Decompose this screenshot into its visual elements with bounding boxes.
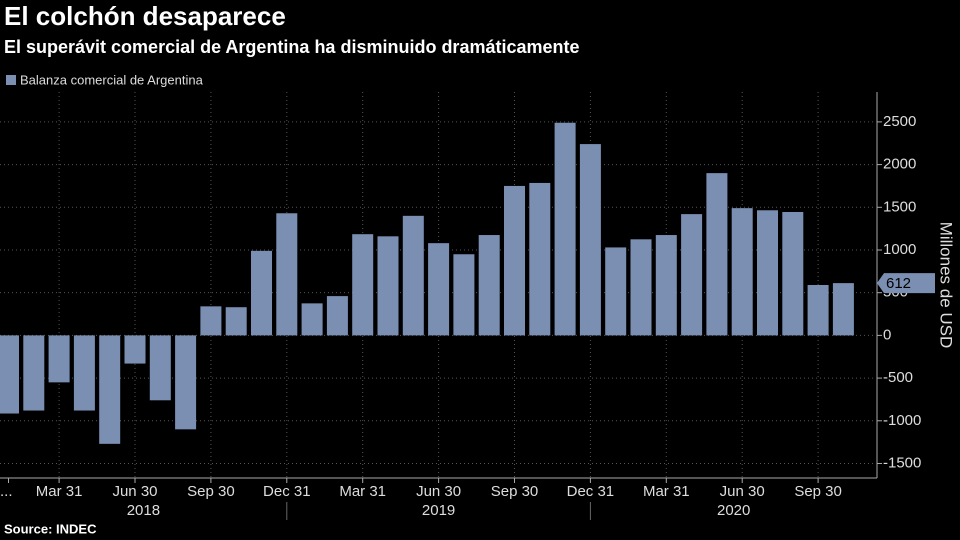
legend-label: Balanza comercial de Argentina bbox=[20, 72, 204, 87]
bar bbox=[175, 335, 197, 430]
y-axis-label: Millones de USD bbox=[937, 222, 956, 349]
bar bbox=[655, 235, 677, 336]
bar bbox=[276, 213, 298, 336]
x-tick-label: Mar 31 bbox=[339, 483, 386, 500]
y-tick-label: 1500 bbox=[883, 198, 916, 215]
bar bbox=[731, 208, 753, 336]
x-tick-label: Sep 30 bbox=[491, 483, 539, 500]
x-tick-label: Jun 30 bbox=[720, 483, 765, 500]
bar bbox=[832, 283, 854, 336]
bar bbox=[706, 173, 728, 336]
x-tick-label: Sep 30 bbox=[187, 483, 235, 500]
bar bbox=[124, 335, 146, 364]
bar bbox=[529, 182, 551, 336]
bar bbox=[428, 243, 450, 336]
bar bbox=[605, 247, 627, 336]
y-tick-label: -500 bbox=[883, 369, 913, 386]
y-tick-label: 2500 bbox=[883, 113, 916, 130]
x-tick-label: Jun 30 bbox=[416, 483, 461, 500]
bar bbox=[301, 303, 323, 336]
bar bbox=[782, 211, 804, 336]
y-tick-label: 0 bbox=[883, 326, 891, 343]
bar bbox=[554, 122, 576, 336]
bar bbox=[149, 335, 171, 401]
bar bbox=[48, 335, 70, 383]
chart-title: El colchón desaparece bbox=[4, 1, 286, 31]
bar bbox=[0, 335, 19, 414]
bar bbox=[402, 215, 424, 336]
bar bbox=[23, 335, 45, 411]
bar bbox=[757, 210, 778, 336]
value-tag bbox=[877, 273, 935, 294]
year-label: 2020 bbox=[717, 502, 750, 519]
x-tick-label: Dec 31 bbox=[567, 483, 615, 500]
bar bbox=[225, 307, 247, 336]
bar bbox=[504, 185, 525, 336]
bar bbox=[453, 254, 475, 336]
y-tick-label: -1500 bbox=[883, 454, 921, 471]
bar bbox=[807, 285, 829, 336]
year-label: 2018 bbox=[127, 502, 160, 519]
source: Source: INDEC bbox=[4, 521, 97, 536]
bar bbox=[326, 296, 348, 336]
y-tick-label: -1000 bbox=[883, 412, 921, 429]
y-tick-label: 1000 bbox=[883, 241, 916, 258]
x-tick-label: Jun 30 bbox=[112, 483, 157, 500]
x-tick-label: Mar 31 bbox=[643, 483, 690, 500]
bar bbox=[99, 335, 121, 444]
x-tick-label: Dec 31 bbox=[263, 483, 311, 500]
bar bbox=[579, 144, 601, 336]
bar bbox=[377, 236, 399, 336]
bar bbox=[478, 235, 500, 336]
x-tick-label: Mar 31 bbox=[36, 483, 83, 500]
bar bbox=[251, 250, 272, 336]
value-tag-label: 612 bbox=[886, 275, 911, 292]
y-tick-label: 2000 bbox=[883, 156, 916, 173]
x-tick-label: ... bbox=[0, 483, 13, 500]
bar bbox=[630, 239, 652, 336]
year-label: 2019 bbox=[422, 502, 455, 519]
bar bbox=[200, 306, 222, 336]
bar bbox=[681, 214, 703, 336]
x-tick-label: Sep 30 bbox=[794, 483, 842, 500]
bar bbox=[73, 335, 95, 411]
chart-subtitle: El superávit comercial de Argentina ha d… bbox=[4, 37, 580, 57]
bar bbox=[352, 234, 374, 336]
legend-swatch bbox=[6, 75, 16, 85]
